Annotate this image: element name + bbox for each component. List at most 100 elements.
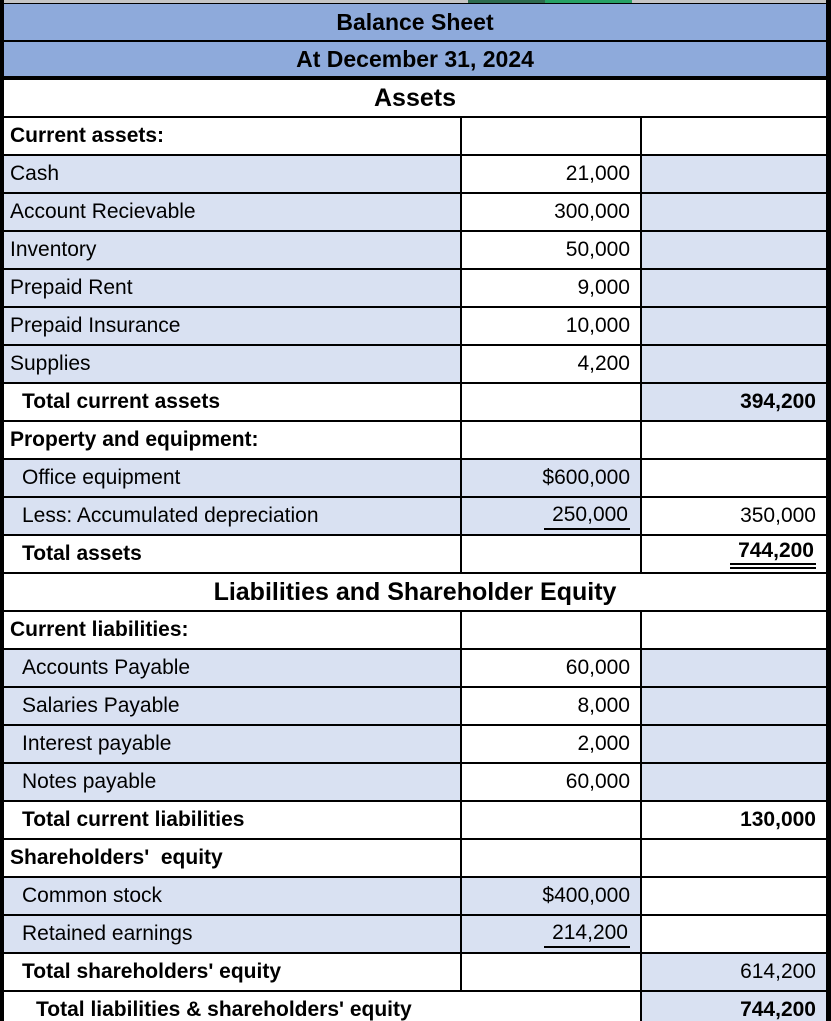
table-row: Salaries Payable 8,000 [4, 688, 826, 726]
account-label-cell[interactable]: Supplies [4, 346, 462, 382]
account-label-cell[interactable]: Total liabilities & shareholders' equity [4, 992, 642, 1021]
section-title-text: Assets [374, 83, 456, 112]
table-row: Less: Accumulated depreciation 250,000 350… [4, 498, 826, 536]
amount-total-cell[interactable] [642, 840, 826, 876]
account-label-cell[interactable]: Office equipment [4, 460, 462, 496]
amount-total-cell[interactable]: 614,200 [642, 954, 826, 990]
amount-mid-cell[interactable]: 60,000 [462, 764, 642, 800]
amount-total-cell[interactable] [642, 612, 826, 648]
amount-mid-cell[interactable]: 214,200 [462, 916, 642, 952]
section-title-cell[interactable]: Liabilities and Shareholder Equity [4, 574, 826, 610]
amount-mid-cell[interactable]: 60,000 [462, 650, 642, 686]
account-label-cell[interactable]: Shareholders' equity [4, 840, 462, 876]
account-label-cell[interactable]: Cash [4, 156, 462, 192]
account-label-cell[interactable]: Account Recievable [4, 194, 462, 230]
amount-total-cell[interactable] [642, 764, 826, 800]
amount-total-cell[interactable] [642, 688, 826, 724]
amount-mid-cell[interactable]: 8,000 [462, 688, 642, 724]
amount-total-cell[interactable] [642, 156, 826, 192]
account-label: Inventory [10, 238, 97, 261]
amount-total-cell[interactable]: 744,200 [642, 992, 826, 1021]
account-label: Common stock [22, 884, 163, 907]
account-label-cell[interactable]: Total assets [4, 536, 462, 572]
amount-mid-cell[interactable]: 9,000 [462, 270, 642, 306]
amount-total-cell[interactable] [642, 726, 826, 762]
amount-mid-cell[interactable] [462, 384, 642, 420]
amount-total-cell[interactable] [642, 118, 826, 154]
account-label: Total assets [22, 542, 142, 565]
amount-total-cell[interactable] [642, 194, 826, 230]
amount-total-cell[interactable] [642, 308, 826, 344]
amount-total-cell[interactable]: 744,200 [642, 536, 826, 572]
table-row: Common stock $400,000 [4, 878, 826, 916]
amount-total-value: 394,200 [740, 390, 816, 413]
amount-mid-cell[interactable]: 2,000 [462, 726, 642, 762]
account-label: Account Recievable [10, 200, 196, 223]
amount-mid-cell[interactable] [462, 612, 642, 648]
table-row: Total assets 744,200 [4, 536, 826, 574]
account-label-cell[interactable]: Notes payable [4, 764, 462, 800]
amount-mid-cell[interactable]: 4,200 [462, 346, 642, 382]
account-label-cell[interactable]: Retained earnings [4, 916, 462, 952]
account-label-cell[interactable]: Current assets: [4, 118, 462, 154]
account-label-cell[interactable]: Total current liabilities [4, 802, 462, 838]
amount-total-cell[interactable] [642, 650, 826, 686]
amount-mid-cell[interactable] [462, 802, 642, 838]
account-label-cell[interactable]: Total current assets [4, 384, 462, 420]
account-label: Total liabilities & shareholders' equity [36, 998, 412, 1021]
sheet-subtitle-row[interactable]: At December 31, 2024 [4, 42, 826, 80]
section-title-text: Liabilities and Shareholder Equity [213, 577, 617, 606]
account-label: Total current assets [22, 390, 221, 413]
amount-mid-cell[interactable]: 300,000 [462, 194, 642, 230]
amount-mid-value: 300,000 [554, 200, 630, 223]
account-label-cell[interactable]: Inventory [4, 232, 462, 268]
account-label-cell[interactable]: Common stock [4, 878, 462, 914]
amount-total-cell[interactable] [642, 346, 826, 382]
amount-mid-cell[interactable]: 250,000 [462, 498, 642, 534]
amount-mid-value: 250,000 [544, 503, 630, 530]
account-label-cell[interactable]: Prepaid Insurance [4, 308, 462, 344]
amount-total-cell[interactable]: 350,000 [642, 498, 826, 534]
amount-mid-value: 8,000 [577, 694, 630, 717]
amount-mid-cell[interactable] [462, 118, 642, 154]
section-title-cell[interactable]: Assets [4, 80, 826, 116]
amount-mid-cell[interactable] [462, 840, 642, 876]
amount-mid-cell[interactable] [462, 954, 642, 990]
amount-mid-cell[interactable]: 21,000 [462, 156, 642, 192]
amount-total-cell[interactable] [642, 878, 826, 914]
amount-mid-value: 10,000 [565, 314, 630, 337]
amount-mid-cell[interactable]: $600,000 [462, 460, 642, 496]
account-label: Interest payable [22, 732, 172, 755]
table-row: Total current liabilities 130,000 [4, 802, 826, 840]
amount-total-cell[interactable] [642, 422, 826, 458]
table-row: Prepaid Insurance 10,000 [4, 308, 826, 346]
table-row: Property and equipment: [4, 422, 826, 460]
account-label-cell[interactable]: Salaries Payable [4, 688, 462, 724]
amount-total-cell[interactable]: 394,200 [642, 384, 826, 420]
table-row: Total liabilities & shareholders' equity… [4, 992, 826, 1021]
account-label-cell[interactable]: Interest payable [4, 726, 462, 762]
amount-mid-cell[interactable]: 50,000 [462, 232, 642, 268]
account-label-cell[interactable]: Total shareholders' equity [4, 954, 462, 990]
amount-mid-cell[interactable] [462, 536, 642, 572]
account-label-cell[interactable]: Prepaid Rent [4, 270, 462, 306]
account-label-cell[interactable]: Current liabilities: [4, 612, 462, 648]
amount-mid-value: 60,000 [565, 656, 630, 679]
amount-mid-cell[interactable]: 10,000 [462, 308, 642, 344]
account-label-cell[interactable]: Property and equipment: [4, 422, 462, 458]
sheet-subtitle: At December 31, 2024 [296, 45, 534, 72]
amount-total-cell[interactable] [642, 232, 826, 268]
table-row: Prepaid Rent 9,000 [4, 270, 826, 308]
account-label-cell[interactable]: Less: Accumulated depreciation [4, 498, 462, 534]
amount-total-cell[interactable]: 130,000 [642, 802, 826, 838]
sheet-title-row[interactable]: Balance Sheet [4, 4, 826, 42]
amount-total-cell[interactable] [642, 916, 826, 952]
top-edge-strip [0, 0, 831, 3]
account-label-cell[interactable]: Accounts Payable [4, 650, 462, 686]
amount-total-cell[interactable] [642, 270, 826, 306]
amount-mid-cell[interactable]: $400,000 [462, 878, 642, 914]
amount-total-cell[interactable] [642, 460, 826, 496]
table-row: Shareholders' equity [4, 840, 826, 878]
amount-mid-cell[interactable] [462, 422, 642, 458]
